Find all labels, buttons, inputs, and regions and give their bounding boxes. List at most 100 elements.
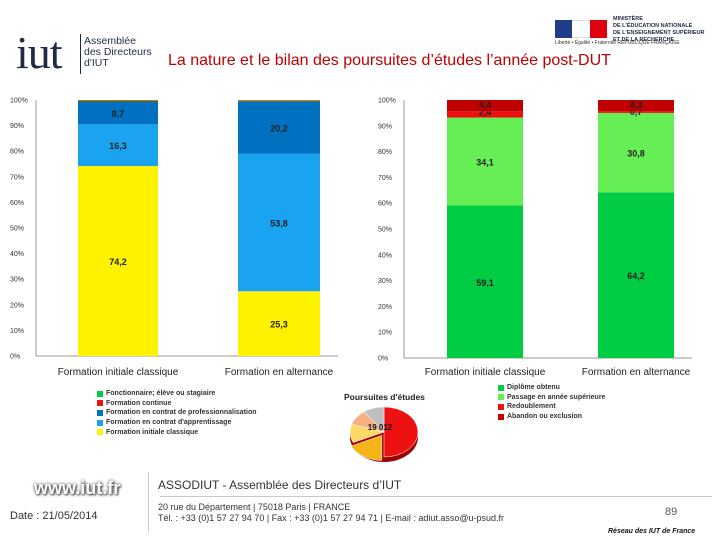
address-line: 20 rue du Département | 75018 Paris | FR… [158, 502, 351, 512]
data-label: 20,2 [270, 124, 288, 134]
legend-left: Fonctionnaire; élève ou stagiaire Formati… [97, 389, 257, 437]
ministry-name: MINISTÈRE DE L'ÉDUCATION NATIONALE DE L'… [613, 16, 704, 44]
y-tick-label: 0% [378, 356, 388, 363]
y-tick-label: 100% [10, 98, 28, 105]
bar-segment [447, 117, 523, 206]
legend-swatch [97, 429, 103, 436]
bar-segment [238, 291, 320, 356]
bar-segment [447, 100, 523, 112]
logo-text: Assemblée des Directeurs d'IUT [84, 36, 152, 69]
y-tick-label: 0% [10, 354, 20, 361]
french-flag-icon [555, 20, 607, 38]
category-label: Formation initiale classique [58, 367, 179, 378]
data-label: 8,7 [112, 109, 125, 119]
data-label: 2,4 [479, 107, 492, 117]
data-label: 74,2 [109, 257, 127, 267]
legend-swatch [97, 390, 103, 397]
bar-segment [238, 100, 320, 101]
y-tick-label: 40% [378, 252, 392, 259]
legend-label: Formation en contrat de professionnalisa… [106, 409, 257, 417]
legend-item: Formation continue [97, 399, 257, 409]
data-label: 53,8 [270, 218, 288, 228]
pie-slice [383, 406, 419, 458]
y-tick-label: 90% [10, 123, 24, 130]
website-link[interactable]: www.iut.fr [34, 478, 121, 498]
legend-label: Formation en contrat d'apprentissage [106, 419, 232, 427]
bar-segment [598, 111, 674, 113]
ministry-line: DE L'ÉDUCATION NATIONALE [613, 23, 693, 29]
pie-slice [350, 435, 383, 461]
ministry-logo: Liberté • Égalité • Fraternité RÉPUBLIQU… [555, 16, 715, 50]
bar-segment [238, 153, 320, 292]
legend-label: Formation initiale classique [106, 428, 199, 436]
bar-segment [238, 100, 320, 102]
data-label: 0,7 [630, 107, 643, 117]
bar-segment [598, 112, 674, 193]
bar-segment [78, 101, 158, 103]
logo-line: d'IUT [84, 57, 109, 69]
footer-divider-horizontal [160, 496, 712, 497]
bar-segment [447, 111, 523, 118]
association-name: ASSODIUT - Assemblée des Directeurs d’IU… [158, 478, 402, 492]
footer-divider-vertical [148, 472, 149, 532]
ministry-line: MINISTÈRE [613, 16, 643, 22]
legend-item: Formation en contrat d'apprentissage [97, 418, 257, 428]
y-tick-label: 10% [10, 328, 24, 335]
pie-center-label: 19 012 [368, 423, 393, 432]
legend-item: Formation en contrat de professionnalisa… [97, 408, 257, 418]
legend-label: Abandon ou exclusion [507, 413, 583, 421]
network-name: Réseau des IUT de France [608, 528, 696, 535]
y-tick-label: 50% [10, 226, 24, 233]
legend-item: Diplôme obtenu [498, 383, 605, 393]
legend-item: Fonctionnaire; élève ou stagiaire [97, 389, 257, 399]
bar-segment [447, 205, 523, 358]
bar-segment [598, 192, 674, 358]
logo-divider [80, 34, 81, 74]
y-tick-label: 50% [378, 227, 392, 234]
bar-segment [78, 166, 158, 356]
ministry-line: DE L'ENSEIGNEMENT SUPÉRIEUR [613, 30, 705, 36]
category-label: Formation en alternance [225, 367, 334, 378]
bar-segment [238, 101, 320, 154]
legend-label: Diplôme obtenu [507, 384, 560, 392]
bar-segment [78, 102, 158, 125]
data-label: 34,1 [476, 158, 494, 168]
legend-label: Redoublement [507, 403, 556, 411]
y-tick-label: 40% [10, 251, 24, 258]
legend-swatch [498, 384, 504, 391]
data-label: 16,3 [109, 141, 127, 151]
y-tick-label: 10% [378, 330, 392, 337]
legend-swatch [97, 409, 103, 416]
ministry-motto: Liberté • Égalité • Fraternité RÉPUBLIQU… [555, 40, 680, 46]
y-tick-label: 20% [378, 304, 392, 311]
charts-area: 0% 10% 20% 30% 40% 50% 60% 70% 80% 90% 100% 74,2 16,… [10, 98, 692, 462]
pie-slice [363, 406, 385, 433]
contact-info: 20 rue du Département | 75018 Paris | FR… [158, 502, 504, 524]
legend-swatch [498, 403, 504, 410]
y-tick-label: 60% [10, 200, 24, 207]
legend-right: Diplôme obtenu Passage en année supérieur… [498, 383, 605, 421]
legend-item: Abandon ou exclusion [498, 412, 605, 422]
y-tick-label: 30% [10, 277, 24, 284]
data-label: 25,3 [270, 320, 288, 330]
y-tick-label: 60% [378, 201, 392, 208]
y-tick-label: 20% [10, 302, 24, 309]
data-label: 4,3 [630, 100, 643, 110]
bar-segment [598, 100, 674, 112]
category-label: Formation en alternance [582, 367, 691, 378]
y-tick-label: 80% [10, 149, 24, 156]
slide-date: Date : 21/05/2014 [10, 510, 98, 522]
ministry-line: ET DE LA RECHERCHE [613, 37, 675, 43]
data-label: 64,2 [627, 271, 645, 281]
bar-segment [78, 124, 158, 167]
logo-mark: iut [16, 27, 63, 78]
legend-swatch [498, 413, 504, 420]
legend-label: Fonctionnaire; élève ou stagiaire [106, 390, 216, 398]
y-tick-label: 70% [378, 175, 392, 182]
legend-swatch [97, 400, 103, 407]
y-tick-label: 90% [378, 123, 392, 130]
y-tick-label: 30% [378, 278, 392, 285]
y-tick-label: 80% [378, 149, 392, 156]
legend-label: Formation continue [106, 399, 172, 407]
legend-item: Redoublement [498, 402, 605, 412]
